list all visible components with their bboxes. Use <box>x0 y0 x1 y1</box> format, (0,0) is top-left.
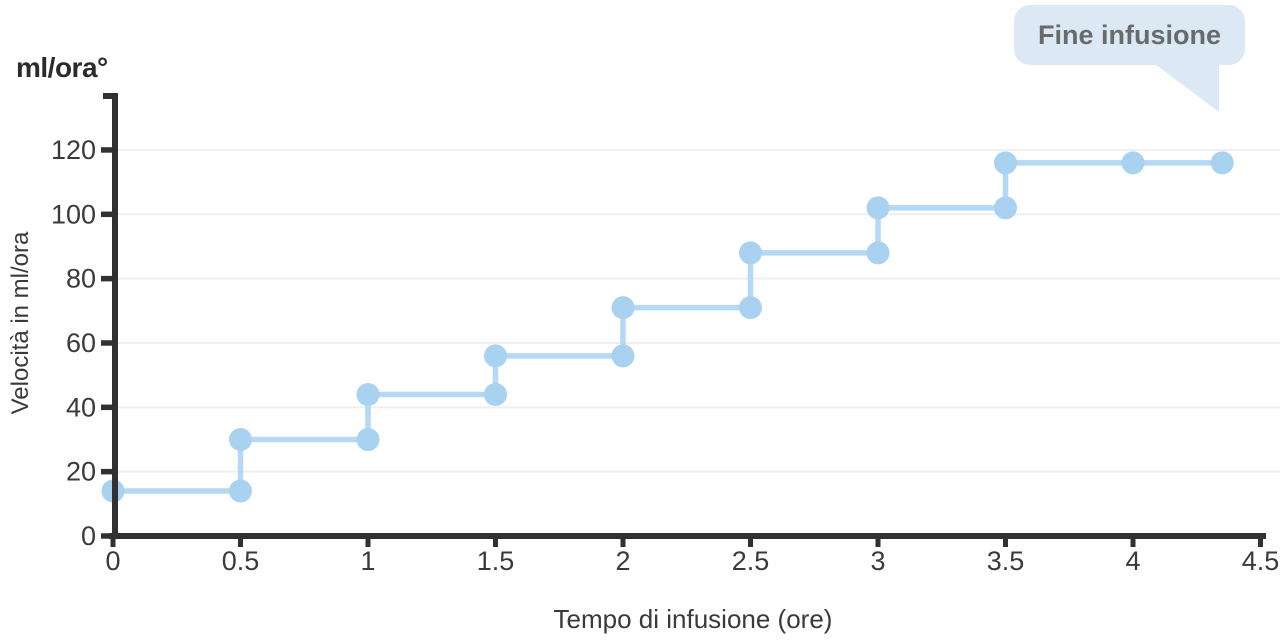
data-point-1h-30ml <box>356 427 380 451</box>
data-point-2h-71ml <box>611 296 635 320</box>
x-tick-label-4.5: 4.5 <box>1242 546 1280 576</box>
y-tick-label-100: 100 <box>51 199 96 229</box>
x-tick-label-2.5: 2.5 <box>732 546 770 576</box>
x-tick-label-0: 0 <box>105 546 120 576</box>
data-point-3.5h-116ml <box>994 151 1017 175</box>
x-tick-label-2: 2 <box>615 546 630 576</box>
end-of-infusion-callout: Fine infusione <box>1014 5 1245 65</box>
data-point-4.35h-116ml <box>1210 151 1234 175</box>
data-point-1.5h-44ml <box>484 382 507 406</box>
data-point-1h-44ml <box>356 382 380 406</box>
data-point-3h-102ml <box>866 196 890 220</box>
x-tick-label-0.5: 0.5 <box>222 546 260 576</box>
y-tick-label-80: 80 <box>66 264 96 294</box>
infusion-step-line <box>113 160 1223 494</box>
data-point-0.5h-14ml <box>229 479 252 503</box>
x-tick-label-4: 4 <box>1125 546 1140 576</box>
data-point-0.5h-30ml <box>229 427 252 451</box>
end-of-infusion-callout-label: Fine infusione <box>1037 19 1221 50</box>
data-point-2.5h-88ml <box>739 241 762 265</box>
y-tick-label-0: 0 <box>81 521 96 551</box>
data-point-3.5h-102ml <box>994 196 1017 220</box>
y-tick-label-60: 60 <box>66 328 96 358</box>
x-tick-label-1: 1 <box>360 546 375 576</box>
y-axis-unit-label: ml/ora° <box>16 52 108 83</box>
end-of-infusion-callout-tail-icon <box>1152 62 1219 112</box>
data-point-4h-116ml <box>1121 151 1145 175</box>
data-point-3h-88ml <box>866 241 890 265</box>
y-tick-label-20: 20 <box>66 457 96 487</box>
x-tick-label-3.5: 3.5 <box>987 546 1025 576</box>
x-tick-label-3: 3 <box>870 546 885 576</box>
x-tick-label-1.5: 1.5 <box>477 546 515 576</box>
y-tick-label-40: 40 <box>66 392 96 422</box>
data-point-2h-56ml <box>611 344 635 368</box>
y-tick-label-120: 120 <box>51 135 96 165</box>
data-point-2.5h-71ml <box>739 296 762 320</box>
data-point-1.5h-56ml <box>484 344 507 368</box>
x-axis-title: Tempo di infusione (ore) <box>553 604 833 634</box>
